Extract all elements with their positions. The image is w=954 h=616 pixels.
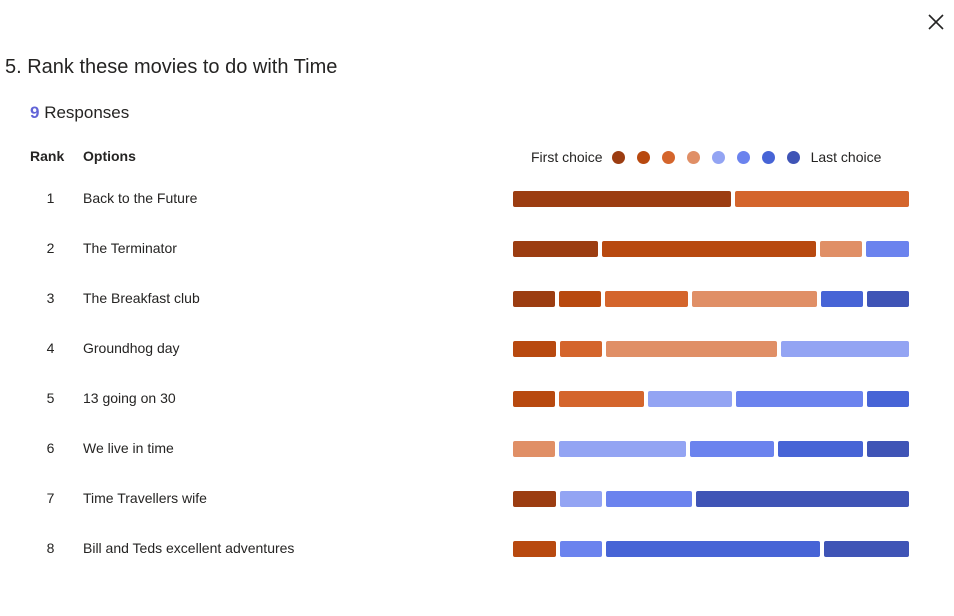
- bar-segment-choice-8[interactable]: [867, 291, 909, 307]
- legend-dot-8: [786, 150, 800, 164]
- ranking-row: 3 The Breakfast club: [0, 287, 954, 311]
- stacked-bar[interactable]: [513, 241, 909, 257]
- rank-value: 7: [46, 490, 55, 506]
- legend-color-dots: [611, 150, 800, 164]
- rank-value: 3: [46, 290, 55, 306]
- bar-segment-choice-6[interactable]: [736, 391, 863, 407]
- legend-dot-2: [636, 150, 650, 164]
- bar-segment-choice-7[interactable]: [821, 291, 864, 307]
- legend-first-choice-label: First choice: [531, 149, 603, 165]
- stacked-bar[interactable]: [513, 441, 909, 457]
- rank-value: 2: [46, 240, 55, 256]
- bar-segment-choice-1[interactable]: [513, 491, 556, 507]
- bar-segment-choice-1[interactable]: [513, 191, 731, 207]
- legend-dot-1: [611, 150, 625, 164]
- bar-segment-choice-3[interactable]: [559, 341, 603, 357]
- option-label: 13 going on 30: [83, 390, 176, 406]
- ranking-row: 7 Time Travellers wife: [0, 487, 954, 511]
- bar-segment-choice-2[interactable]: [513, 341, 556, 357]
- option-label: We live in time: [83, 440, 174, 456]
- bar-segment-choice-3[interactable]: [734, 191, 909, 207]
- rank-value: 5: [46, 390, 55, 406]
- rank-column-header: Rank: [30, 148, 65, 164]
- bar-segment-choice-7[interactable]: [606, 541, 820, 557]
- option-label: Groundhog day: [83, 340, 180, 356]
- bar-segment-choice-6[interactable]: [866, 241, 909, 257]
- bar-segment-choice-5[interactable]: [781, 341, 909, 357]
- ranking-row: 6 We live in time: [0, 437, 954, 461]
- bar-segment-choice-6[interactable]: [606, 491, 692, 507]
- close-icon: [924, 10, 948, 34]
- rank-value: 6: [46, 440, 55, 456]
- rank-value: 1: [46, 190, 55, 206]
- bar-segment-choice-6[interactable]: [689, 441, 775, 457]
- bar-segment-choice-2[interactable]: [513, 541, 556, 557]
- options-column-header: Options: [83, 148, 136, 164]
- legend-last-choice-label: Last choice: [810, 149, 882, 165]
- legend-dot-7: [761, 150, 775, 164]
- option-label: The Breakfast club: [83, 290, 200, 306]
- bar-segment-choice-5[interactable]: [559, 441, 686, 457]
- bar-segment-choice-8[interactable]: [823, 541, 909, 557]
- bar-segment-choice-4[interactable]: [819, 241, 863, 257]
- bar-segment-choice-7[interactable]: [866, 391, 909, 407]
- stacked-bar[interactable]: [513, 491, 909, 507]
- bar-segment-choice-1[interactable]: [513, 241, 599, 257]
- bar-segment-choice-3[interactable]: [604, 291, 689, 307]
- bar-segment-choice-4[interactable]: [606, 341, 777, 357]
- option-label: The Terminator: [83, 240, 177, 256]
- bar-segment-choice-6[interactable]: [559, 541, 603, 557]
- legend-dot-4: [686, 150, 700, 164]
- option-label: Back to the Future: [83, 190, 198, 206]
- bar-segment-choice-3[interactable]: [559, 391, 644, 407]
- ranking-row: 1 Back to the Future: [0, 187, 954, 211]
- rank-value: 4: [46, 340, 55, 356]
- bar-segment-choice-5[interactable]: [647, 391, 733, 407]
- question-title: 5. Rank these movies to do with Time: [5, 56, 338, 78]
- stacked-bar[interactable]: [513, 291, 909, 307]
- close-button[interactable]: [924, 10, 948, 34]
- option-label: Bill and Teds excellent adventures: [83, 540, 295, 556]
- bar-segment-choice-5[interactable]: [559, 491, 603, 507]
- bar-segment-choice-7[interactable]: [778, 441, 863, 457]
- responses-label: Responses: [44, 103, 130, 122]
- ranking-row: 8 Bill and Teds excellent adventures: [0, 537, 954, 561]
- ranking-row: 2 The Terminator: [0, 237, 954, 261]
- choice-legend: First choice Last choice: [531, 147, 881, 167]
- bar-segment-choice-2[interactable]: [558, 291, 601, 307]
- option-label: Time Travellers wife: [83, 490, 207, 506]
- bar-segment-choice-4[interactable]: [692, 291, 818, 307]
- responses-count: 9: [30, 103, 40, 122]
- bar-segment-choice-2[interactable]: [513, 391, 556, 407]
- bar-segment-choice-1[interactable]: [513, 291, 555, 307]
- ranking-row: 5 13 going on 30: [0, 387, 954, 411]
- stacked-bar[interactable]: [513, 391, 909, 407]
- legend-dot-6: [736, 150, 750, 164]
- legend-dot-3: [661, 150, 675, 164]
- stacked-bar[interactable]: [513, 191, 909, 207]
- stacked-bar[interactable]: [513, 341, 909, 357]
- bar-segment-choice-8[interactable]: [695, 491, 909, 507]
- bar-segment-choice-2[interactable]: [602, 241, 816, 257]
- rank-value: 8: [46, 540, 55, 556]
- stacked-bar[interactable]: [513, 541, 909, 557]
- legend-dot-5: [711, 150, 725, 164]
- bar-segment-choice-4[interactable]: [513, 441, 556, 457]
- bar-segment-choice-8[interactable]: [866, 441, 909, 457]
- responses-summary: 9 Responses: [30, 103, 129, 123]
- ranking-row: 4 Groundhog day: [0, 337, 954, 361]
